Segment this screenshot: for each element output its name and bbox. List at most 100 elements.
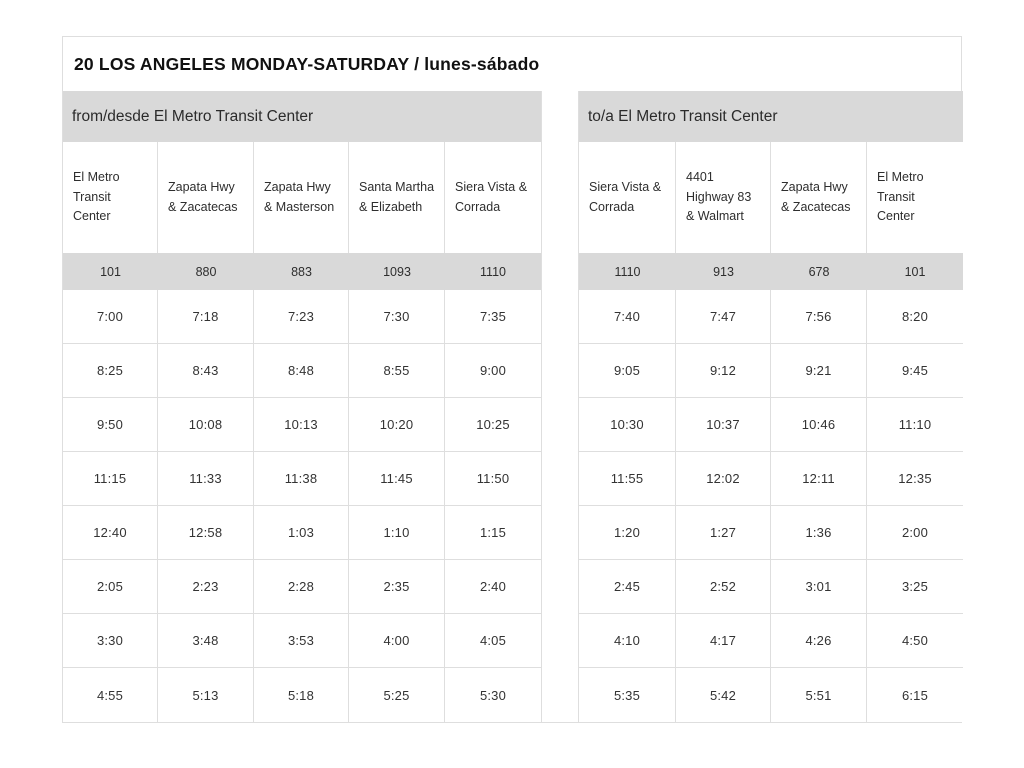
stop-header-cell: Zapata Hwy & Zacatecas [158, 142, 254, 253]
time-cell: 8:20 [867, 290, 963, 344]
time-cell: 10:13 [254, 398, 349, 452]
time-cell: 1:27 [676, 506, 771, 560]
stop-number-cell: 678 [771, 253, 867, 290]
stop-number-cell: 913 [676, 253, 771, 290]
time-cell: 10:37 [676, 398, 771, 452]
time-cell: 10:08 [158, 398, 254, 452]
time-cell: 5:51 [771, 668, 867, 722]
time-cell: 12:35 [867, 452, 963, 506]
time-cell: 2:40 [445, 560, 541, 614]
time-cell: 4:05 [445, 614, 541, 668]
time-cell: 11:10 [867, 398, 963, 452]
time-cell: 11:38 [254, 452, 349, 506]
time-cell: 9:45 [867, 344, 963, 398]
time-cell: 8:48 [254, 344, 349, 398]
time-cell: 4:26 [771, 614, 867, 668]
time-cell: 5:25 [349, 668, 445, 722]
time-cell: 12:02 [676, 452, 771, 506]
gap-spacer [541, 506, 579, 560]
stop-header-cell: Siera Vista & Corrada [579, 142, 676, 253]
time-cell: 7:47 [676, 290, 771, 344]
time-cell: 1:20 [579, 506, 676, 560]
time-cell: 1:03 [254, 506, 349, 560]
time-cell: 3:25 [867, 560, 963, 614]
time-cell: 8:43 [158, 344, 254, 398]
time-cell: 4:10 [579, 614, 676, 668]
stop-header-cell: Zapata Hwy & Zacatecas [771, 142, 867, 253]
time-cell: 3:01 [771, 560, 867, 614]
time-cell: 3:48 [158, 614, 254, 668]
time-cell: 9:12 [676, 344, 771, 398]
time-cell: 5:30 [445, 668, 541, 722]
time-cell: 7:40 [579, 290, 676, 344]
time-cell: 10:25 [445, 398, 541, 452]
stop-header-cell: 4401 Highway 83 & Walmart [676, 142, 771, 253]
section-header-inbound: to/a El Metro Transit Center [579, 91, 963, 142]
gap-spacer [541, 91, 579, 142]
time-cell: 4:17 [676, 614, 771, 668]
gap-spacer [541, 398, 579, 452]
stop-number-cell: 101 [867, 253, 963, 290]
time-cell: 1:36 [771, 506, 867, 560]
stop-header-cell: Zapata Hwy & Masterson [254, 142, 349, 253]
time-cell: 11:15 [63, 452, 158, 506]
time-cell: 11:55 [579, 452, 676, 506]
stop-header-cell: Santa Martha & Elizabeth [349, 142, 445, 253]
gap-spacer [541, 142, 579, 253]
gap-spacer [541, 614, 579, 668]
time-cell: 5:35 [579, 668, 676, 722]
time-cell: 7:18 [158, 290, 254, 344]
stop-header-cell: El Metro Transit Center [63, 142, 158, 253]
time-cell: 2:45 [579, 560, 676, 614]
stop-header-cell: Siera Vista & Corrada [445, 142, 541, 253]
time-cell: 4:50 [867, 614, 963, 668]
time-cell: 9:00 [445, 344, 541, 398]
schedule-title: 20 LOS ANGELES MONDAY-SATURDAY / lunes-s… [74, 53, 540, 74]
stop-number-cell: 883 [254, 253, 349, 290]
stop-number-cell: 1110 [445, 253, 541, 290]
time-cell: 11:33 [158, 452, 254, 506]
gap-spacer [541, 344, 579, 398]
time-cell: 10:30 [579, 398, 676, 452]
time-cell: 4:55 [63, 668, 158, 722]
time-cell: 12:58 [158, 506, 254, 560]
bus-schedule-table: 20 LOS ANGELES MONDAY-SATURDAY / lunes-s… [62, 36, 963, 723]
time-cell: 1:15 [445, 506, 541, 560]
gap-spacer [541, 253, 579, 290]
time-cell: 7:35 [445, 290, 541, 344]
time-cell: 2:23 [158, 560, 254, 614]
time-cell: 5:18 [254, 668, 349, 722]
gap-spacer [541, 668, 579, 722]
gap-spacer [541, 290, 579, 344]
stop-number-cell: 101 [63, 253, 158, 290]
time-cell: 2:05 [63, 560, 158, 614]
time-cell: 3:53 [254, 614, 349, 668]
time-cell: 9:05 [579, 344, 676, 398]
time-cell: 9:21 [771, 344, 867, 398]
time-cell: 9:50 [63, 398, 158, 452]
time-cell: 7:00 [63, 290, 158, 344]
time-cell: 1:10 [349, 506, 445, 560]
time-cell: 7:30 [349, 290, 445, 344]
section-header-outbound: from/desde El Metro Transit Center [63, 91, 541, 142]
time-cell: 8:25 [63, 344, 158, 398]
time-cell: 11:50 [445, 452, 541, 506]
stop-header-cell: El Metro Transit Center [867, 142, 963, 253]
time-cell: 6:15 [867, 668, 963, 722]
time-cell: 2:35 [349, 560, 445, 614]
time-cell: 10:46 [771, 398, 867, 452]
time-cell: 7:23 [254, 290, 349, 344]
time-cell: 10:20 [349, 398, 445, 452]
stop-number-cell: 1110 [579, 253, 676, 290]
time-cell: 12:11 [771, 452, 867, 506]
stop-number-cell: 880 [158, 253, 254, 290]
time-cell: 11:45 [349, 452, 445, 506]
time-cell: 12:40 [63, 506, 158, 560]
time-cell: 5:13 [158, 668, 254, 722]
gap-spacer [541, 560, 579, 614]
gap-spacer [541, 452, 579, 506]
stop-number-cell: 1093 [349, 253, 445, 290]
time-cell: 5:42 [676, 668, 771, 722]
time-cell: 8:55 [349, 344, 445, 398]
time-cell: 2:52 [676, 560, 771, 614]
